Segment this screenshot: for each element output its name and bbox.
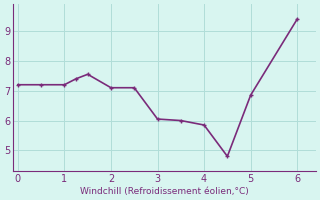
X-axis label: Windchill (Refroidissement éolien,°C): Windchill (Refroidissement éolien,°C) xyxy=(80,187,249,196)
